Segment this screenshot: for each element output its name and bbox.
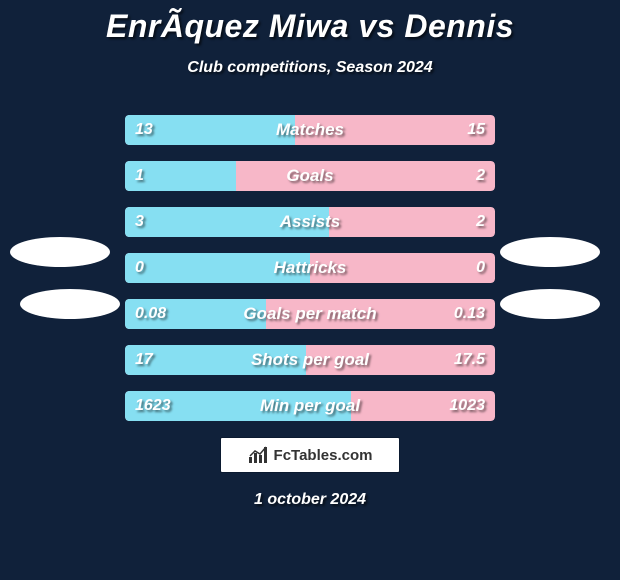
stat-value-left: 1623	[135, 391, 171, 421]
player-avatar-1	[10, 237, 110, 267]
source-badge-text: FcTables.com	[274, 447, 373, 464]
snapshot-date: 1 october 2024	[0, 491, 620, 509]
stat-row: 17Shots per goal17.5	[125, 345, 495, 375]
stat-value-left: 0	[135, 253, 144, 283]
stat-value-left: 0.08	[135, 299, 166, 329]
stat-row: 1623Min per goal1023	[125, 391, 495, 421]
stat-value-right: 15	[467, 115, 485, 145]
stat-value-right: 17.5	[454, 345, 485, 375]
player-avatar-4	[500, 289, 600, 319]
stat-row: 0.08Goals per match0.13	[125, 299, 495, 329]
player-avatar-2	[20, 289, 120, 319]
page-subtitle: Club competitions, Season 2024	[0, 59, 620, 77]
page-title: EnrÃ­quez Miwa vs Dennis	[0, 0, 620, 45]
stat-row: 0Hattricks0	[125, 253, 495, 283]
source-badge[interactable]: FcTables.com	[220, 437, 400, 473]
chart-icon	[248, 446, 270, 464]
stat-row: 3Assists2	[125, 207, 495, 237]
comparison-chart: 13Matches15 1Goals2 3Assists2 0Hattricks0 0.…	[0, 115, 620, 421]
stat-value-left: 17	[135, 345, 153, 375]
stat-value-left: 13	[135, 115, 153, 145]
stat-row: 1Goals2	[125, 161, 495, 191]
stat-value-right: 0	[476, 253, 485, 283]
stat-value-left: 3	[135, 207, 144, 237]
stat-value-right: 2	[476, 161, 485, 191]
stat-fill	[125, 253, 310, 283]
stat-value-left: 1	[135, 161, 144, 191]
stat-fill	[125, 207, 329, 237]
stat-rows: 13Matches15 1Goals2 3Assists2 0Hattricks0 0.…	[125, 115, 495, 421]
player-avatar-3	[500, 237, 600, 267]
stat-row: 13Matches15	[125, 115, 495, 145]
stat-value-right: 2	[476, 207, 485, 237]
stat-value-right: 1023	[449, 391, 485, 421]
stat-value-right: 0.13	[454, 299, 485, 329]
